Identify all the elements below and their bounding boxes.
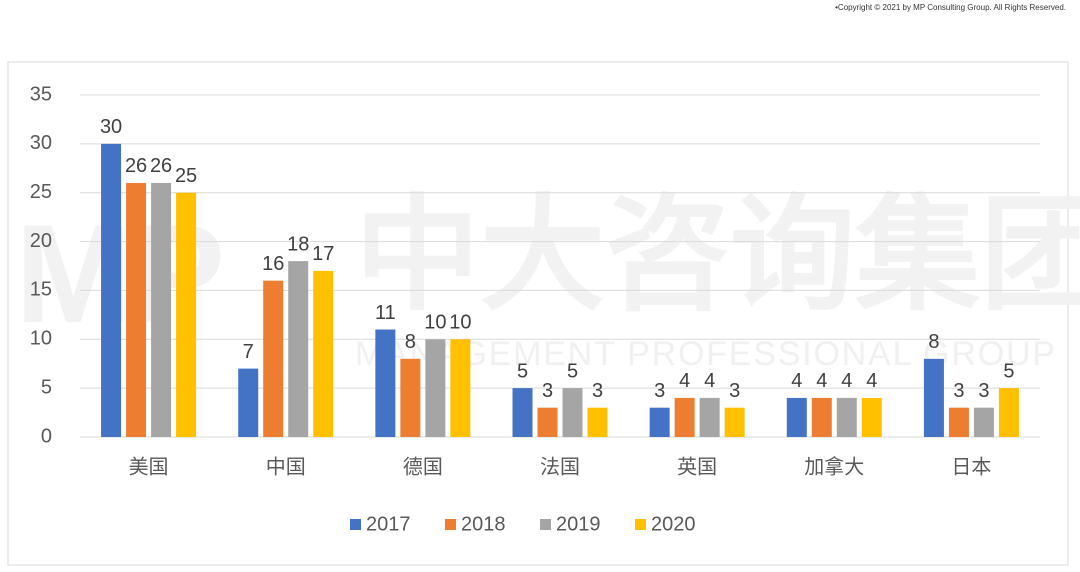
y-tick-label: 35 bbox=[30, 83, 52, 105]
bar bbox=[263, 280, 284, 437]
bar bbox=[101, 143, 122, 437]
data-label: 8 bbox=[405, 331, 416, 353]
data-label: 30 bbox=[100, 116, 122, 138]
bar bbox=[724, 407, 745, 437]
data-label: 16 bbox=[262, 253, 284, 275]
x-tick-label: 法国 bbox=[540, 455, 580, 478]
bar bbox=[512, 388, 533, 437]
bar bbox=[176, 192, 197, 437]
data-label: 26 bbox=[125, 155, 147, 177]
x-tick-label: 中国 bbox=[266, 455, 306, 478]
bar bbox=[288, 261, 309, 437]
data-label: 25 bbox=[175, 165, 197, 187]
data-label: 3 bbox=[729, 380, 740, 402]
legend-swatch bbox=[445, 519, 456, 530]
data-label: 3 bbox=[978, 380, 989, 402]
legend-label: 2017 bbox=[366, 513, 411, 535]
bar bbox=[836, 397, 857, 437]
x-tick-label: 加拿大 bbox=[804, 454, 864, 478]
y-tick-label: 20 bbox=[30, 230, 52, 252]
bar bbox=[151, 182, 172, 437]
data-label: 4 bbox=[841, 370, 852, 392]
bar bbox=[562, 388, 583, 437]
x-tick-label: 日本 bbox=[951, 455, 991, 478]
data-label: 3 bbox=[953, 380, 964, 402]
bar bbox=[649, 407, 670, 437]
y-tick-label: 25 bbox=[30, 181, 52, 203]
data-label: 3 bbox=[592, 380, 603, 402]
bar bbox=[674, 397, 695, 437]
bar bbox=[973, 407, 994, 437]
bar bbox=[923, 358, 944, 437]
data-label: 11 bbox=[375, 302, 396, 324]
legend-swatch bbox=[635, 519, 646, 530]
data-label: 4 bbox=[679, 370, 690, 392]
bar bbox=[587, 407, 608, 437]
data-label: 4 bbox=[704, 370, 715, 392]
data-label: 26 bbox=[150, 155, 172, 177]
bar bbox=[811, 397, 832, 437]
bar bbox=[861, 397, 882, 437]
data-label: 4 bbox=[866, 370, 877, 392]
bar bbox=[238, 368, 259, 437]
data-label: 18 bbox=[287, 233, 309, 255]
bar bbox=[450, 339, 471, 437]
copyright: •Copyright © 2021 by MP Consulting Group… bbox=[835, 3, 1066, 12]
bar bbox=[786, 397, 807, 437]
x-tick-label: 德国 bbox=[403, 455, 443, 478]
data-label: 5 bbox=[1003, 360, 1014, 382]
y-tick-label: 0 bbox=[41, 425, 52, 447]
bar bbox=[126, 182, 147, 437]
data-label: 5 bbox=[567, 360, 578, 382]
bar bbox=[425, 339, 446, 437]
data-label: 7 bbox=[243, 341, 254, 363]
data-label: 5 bbox=[517, 360, 528, 382]
legend-label: 2020 bbox=[651, 513, 696, 535]
bar bbox=[375, 329, 396, 437]
data-label: 4 bbox=[816, 370, 827, 392]
data-label: 3 bbox=[654, 380, 665, 402]
data-label: 8 bbox=[928, 331, 939, 353]
data-label: 10 bbox=[424, 312, 446, 334]
legend-label: 2018 bbox=[461, 513, 506, 535]
y-tick-label: 30 bbox=[30, 132, 52, 154]
data-label: 3 bbox=[542, 380, 553, 402]
bar bbox=[537, 407, 558, 437]
bar bbox=[948, 407, 969, 437]
bar bbox=[400, 358, 421, 437]
legend-label: 2019 bbox=[556, 513, 601, 535]
legend-swatch bbox=[350, 519, 361, 530]
y-tick-label: 10 bbox=[30, 328, 52, 350]
x-tick-label: 美国 bbox=[129, 455, 169, 478]
y-tick-label: 15 bbox=[30, 279, 52, 301]
bar bbox=[699, 397, 720, 437]
y-tick-label: 5 bbox=[41, 376, 52, 398]
watermark-name: 中大咨询集团 bbox=[355, 186, 1080, 325]
bar bbox=[313, 270, 334, 437]
data-label: 10 bbox=[449, 312, 471, 334]
legend-swatch bbox=[540, 519, 551, 530]
data-label: 17 bbox=[312, 243, 334, 265]
x-tick-label: 英国 bbox=[677, 455, 717, 478]
data-label: 4 bbox=[791, 370, 802, 392]
bar bbox=[998, 388, 1019, 437]
